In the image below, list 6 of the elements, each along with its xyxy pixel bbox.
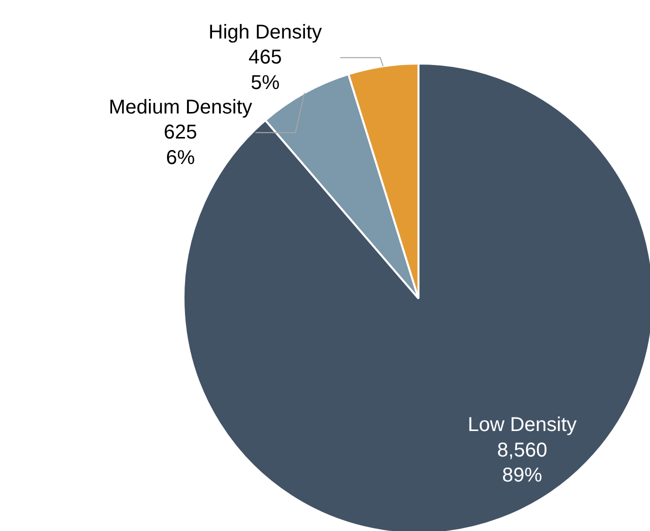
data-label: 625 6% [164,122,198,169]
slice-label: Low Density [468,414,577,436]
slice-label: Medium Density [108,96,252,118]
data-label: 8,560 89% [497,439,548,487]
slice-label: High Density [208,21,322,44]
data-label: 465 5% [248,46,282,94]
